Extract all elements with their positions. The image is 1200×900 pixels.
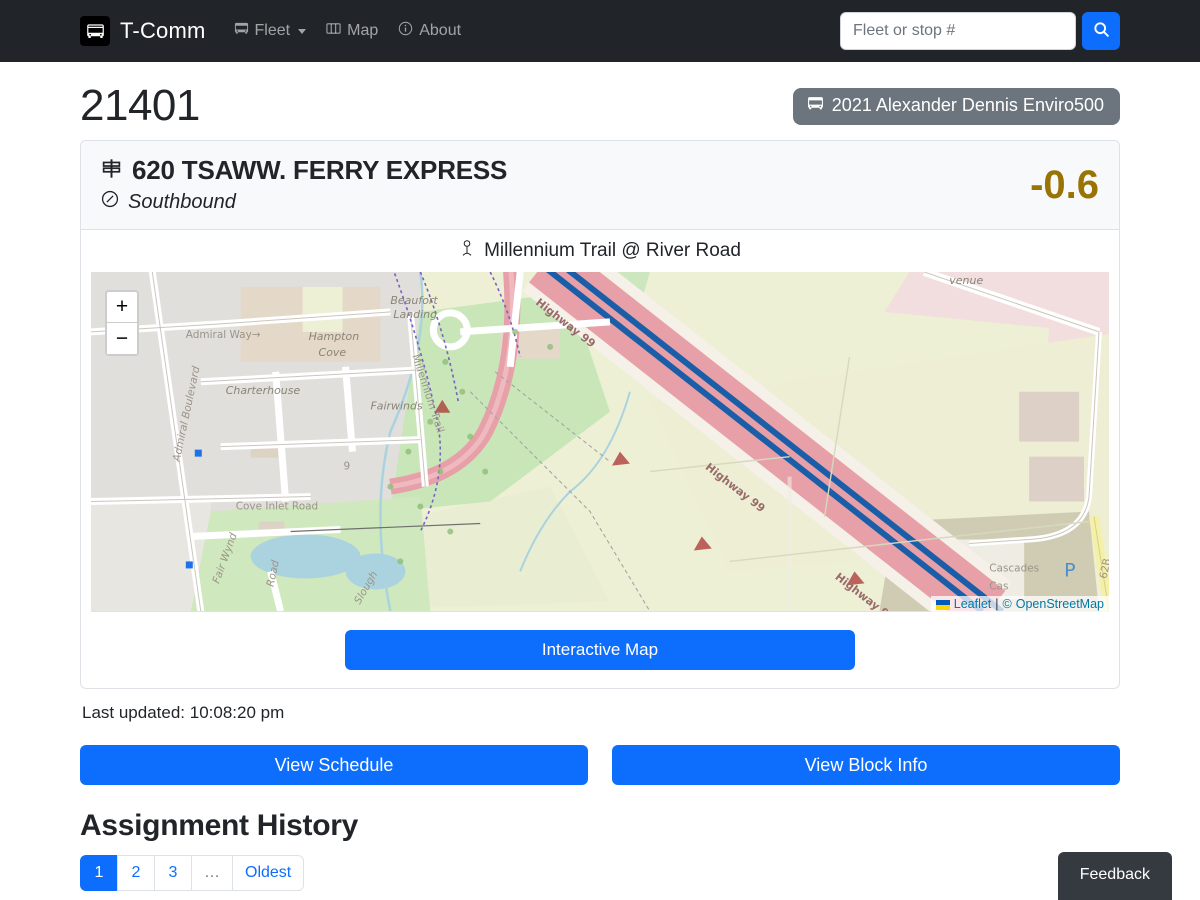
pagination-page-1[interactable]: 1 [80,855,117,891]
nav-link-map-label: Map [347,22,379,39]
chevron-down-icon [298,28,307,34]
history-pagination: 1 2 3 … Oldest [80,855,1120,891]
svg-text:Road: Road [265,559,282,588]
sign-post-icon [101,155,122,186]
stop-marker-icon [459,239,475,263]
vehicle-badge-label: 2021 Alexander Dennis Enviro500 [831,95,1104,115]
compass-icon [101,190,119,214]
svg-text:Beaufort: Beaufort [390,294,438,307]
svg-text:Cas: Cas [989,580,1008,592]
zoom-out-button[interactable]: − [107,323,137,354]
map-icon [326,21,341,41]
svg-text:Landing: Landing [393,308,437,321]
svg-text:Admiral Way→: Admiral Way→ [186,329,261,341]
svg-text:Hampton: Hampton [309,330,360,343]
map-tiles: .lbl{font-family:"DejaVu Sans",sans-seri… [91,272,1109,612]
openstreetmap-link[interactable]: OpenStreetMap [1015,597,1104,611]
zoom-in-button[interactable]: + [107,292,137,323]
current-stop-name: Millennium Trail @ River Road [484,240,741,261]
last-updated-text: Last updated: 10:08:20 pm [82,703,285,722]
svg-text:9: 9 [344,461,351,473]
route-name-row: 620 TSAWW. FERRY EXPRESS [101,155,507,186]
svg-text:Charterhouse: Charterhouse [226,384,301,397]
leaflet-link[interactable]: Leaflet [953,597,992,611]
bus-icon [234,21,249,41]
svg-text:Fairwinds: Fairwinds [370,400,423,413]
attrib-separator: | [995,597,999,611]
nav-link-about[interactable]: About [398,21,461,41]
pagination-page-2[interactable]: 2 [117,855,154,891]
nav-link-about-label: About [419,22,462,39]
search-icon [1093,21,1110,41]
nav-links: Fleet Map About [234,21,461,41]
svg-text:P: P [1064,559,1075,581]
feedback-button[interactable]: Feedback [1057,852,1172,900]
navbar-search [840,12,1120,50]
nav-link-fleet[interactable]: Fleet [234,21,307,41]
route-name: 620 TSAWW. FERRY EXPRESS [132,155,508,185]
view-block-info-button[interactable]: View Block Info [612,745,1120,785]
svg-text:nnium Wa: nnium Wa [370,272,425,273]
svg-text:venue: venue [949,274,983,287]
current-stop-row: Millennium Trail @ River Road [81,230,1119,272]
svg-text:62B: 62B [1098,557,1109,580]
action-buttons-row: View Schedule View Block Info [80,745,1120,785]
brand-bus-icon [80,16,110,46]
nav-link-fleet-label: Fleet [254,22,291,39]
search-button[interactable] [1082,12,1120,50]
svg-text:Cove: Cove [319,346,347,359]
vehicle-badge: 2021 Alexander Dennis Enviro500 [792,87,1120,125]
view-schedule-button[interactable]: View Schedule [80,745,588,785]
pagination-ellipsis: … [191,855,232,891]
top-navbar: T-Comm Fleet Map [0,0,1200,62]
route-info: 620 TSAWW. FERRY EXPRESS Southbound [101,155,507,214]
route-direction: Southbound [128,190,236,213]
bus-icon [807,95,824,117]
svg-text:Cascades: Cascades [989,562,1039,574]
pagination-oldest[interactable]: Oldest [232,855,305,891]
map-zoom-control: + − [105,290,139,356]
brand-link[interactable]: T-Comm [80,16,206,46]
map-card: Millennium Trail @ River Road .lbl{font-… [80,229,1120,689]
nav-link-map[interactable]: Map [326,21,378,41]
page-content: 21401 2021 Alexander Dennis Enviro500 [0,62,1200,900]
route-header-card: 620 TSAWW. FERRY EXPRESS Southbound -0.6 [80,140,1120,230]
search-input[interactable] [840,12,1076,50]
page-title: 21401 [80,81,200,130]
info-circle-icon [398,21,413,41]
ukraine-flag-icon [935,599,950,610]
brand-name: T-Comm [120,18,206,43]
attrib-copyright: © [1002,597,1012,611]
pagination-page-3[interactable]: 3 [154,855,191,891]
route-direction-row: Southbound [101,190,507,214]
schedule-adherence: -0.6 [1030,162,1099,207]
assignment-history-title: Assignment History [80,809,358,842]
svg-text:Cove Inlet Road: Cove Inlet Road [236,501,318,513]
map-preview[interactable]: .lbl{font-family:"DejaVu Sans",sans-seri… [91,272,1109,612]
title-row: 21401 2021 Alexander Dennis Enviro500 [80,62,1120,140]
interactive-map-button[interactable]: Interactive Map [345,630,855,670]
map-attribution: Leaflet | © OpenStreetMap [930,596,1109,612]
